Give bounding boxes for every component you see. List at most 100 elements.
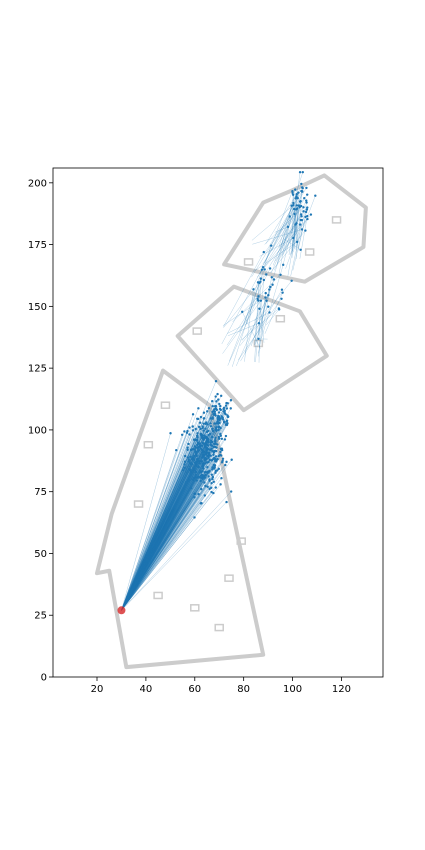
trajectory-point <box>212 453 215 456</box>
trajectory-point <box>204 441 208 444</box>
trajectory-point <box>229 407 232 410</box>
trajectory-point <box>268 267 272 270</box>
trajectory-line <box>264 292 283 334</box>
trajectory-point <box>197 417 200 421</box>
trajectory-point <box>213 408 216 411</box>
trajectory-line <box>257 282 265 343</box>
map-room <box>214 623 224 632</box>
trajectory-line <box>121 501 227 611</box>
trajectory-point <box>297 191 300 194</box>
trajectory-point <box>175 448 178 452</box>
trajectory-point <box>200 456 204 459</box>
trajectory-point <box>207 429 210 433</box>
trajectory-point <box>280 297 283 300</box>
trajectory-point <box>183 454 187 458</box>
trajectory-line <box>255 289 270 344</box>
trajectory-point <box>202 422 206 425</box>
trajectory-point <box>213 456 216 460</box>
trajectory-point <box>210 481 213 485</box>
trajectory-point <box>199 427 202 431</box>
trajectory-point <box>226 414 229 417</box>
trajectory-line <box>254 282 260 346</box>
trajectory-point <box>295 193 298 196</box>
trajectory-point <box>207 475 210 478</box>
trajectory-point <box>213 440 217 444</box>
map-room <box>236 537 246 545</box>
y-tick-label: 125 <box>28 364 47 375</box>
trajectory-point <box>211 416 214 419</box>
trajectory-point <box>303 196 306 200</box>
trajectory-point <box>195 464 198 467</box>
trajectory-point <box>213 467 216 470</box>
map-room <box>153 591 163 600</box>
trajectory-point <box>187 442 190 446</box>
trajectory-point <box>192 467 195 470</box>
trajectory-point <box>206 485 209 488</box>
trajectory-point <box>267 294 270 297</box>
trajectory-point <box>291 193 295 197</box>
trajectory-point <box>270 276 273 279</box>
trajectory-point <box>212 445 215 449</box>
map-room <box>192 327 202 335</box>
trajectory-point <box>300 215 303 218</box>
trajectory-point <box>211 475 215 479</box>
trajectory-point <box>202 450 205 453</box>
trajectory-point <box>300 186 304 189</box>
trajectory-point <box>202 411 206 414</box>
trajectory-point <box>305 208 309 211</box>
trajectory-point <box>221 418 225 421</box>
trajectory-point <box>295 204 299 207</box>
trajectory-point <box>202 417 206 420</box>
trajectory-point <box>258 307 261 310</box>
map-wall <box>95 368 266 670</box>
trajectory-point <box>195 439 199 442</box>
trajectory-point <box>198 471 202 474</box>
trajectory-point <box>219 453 222 456</box>
trajectory-point <box>191 463 194 466</box>
trajectory-point <box>203 494 207 497</box>
trajectory-point <box>205 421 208 424</box>
trajectory-point <box>213 459 217 463</box>
start-marker <box>117 606 126 615</box>
trajectory-line <box>292 216 306 271</box>
trajectory-point <box>295 222 298 225</box>
trajectory-point <box>217 398 220 401</box>
trajectory-point <box>217 435 221 439</box>
trajectory-point <box>252 288 255 291</box>
trajectory-point <box>204 444 207 447</box>
trajectory-point <box>196 443 199 447</box>
trajectory-point <box>280 288 284 291</box>
trajectory-point <box>191 429 195 432</box>
trajectory-point <box>202 463 205 467</box>
trajectory-point <box>199 447 202 450</box>
trajectory-point <box>214 455 218 458</box>
trajectory-point <box>184 481 188 484</box>
trajectory-point <box>188 433 191 436</box>
trajectory-point <box>299 204 303 208</box>
trajectory-point <box>213 410 217 414</box>
trajectory-point <box>277 307 281 310</box>
trajectory-point <box>183 466 186 470</box>
trajectory-line <box>121 431 188 611</box>
trajectory-point <box>267 305 270 308</box>
x-tick-label: 100 <box>283 684 302 695</box>
trajectory-point <box>229 490 233 493</box>
trajectory-point <box>224 434 228 438</box>
trajectory-point <box>302 206 305 209</box>
trajectory-point <box>306 193 309 196</box>
map-room <box>304 248 315 256</box>
x-tick-label: 120 <box>332 684 351 695</box>
trajectory-point <box>203 462 207 465</box>
trajectory-point <box>300 218 304 222</box>
y-tick-label: 25 <box>34 611 47 622</box>
trajectory-point <box>305 201 308 204</box>
trajectory-point <box>294 197 297 200</box>
trajectory-point <box>183 463 186 466</box>
trajectory-point <box>206 471 209 475</box>
trajectory-point <box>207 407 211 410</box>
trajectory-point <box>199 432 203 436</box>
trajectory-line <box>121 454 214 611</box>
trajectory-line <box>121 381 217 611</box>
trajectory-point <box>192 476 195 480</box>
trajectory-point <box>225 420 228 423</box>
